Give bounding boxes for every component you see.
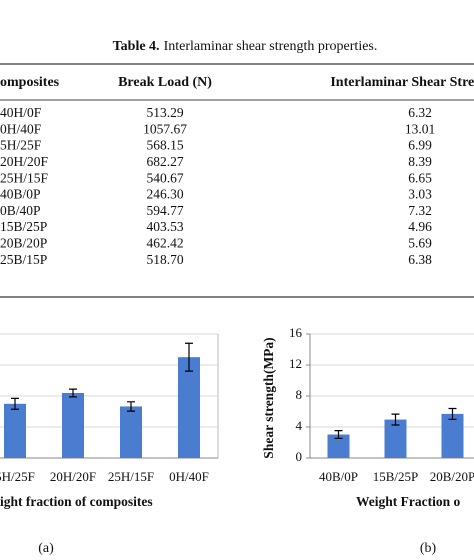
panel-label: (b) — [420, 541, 437, 556]
table-cell: 0H/40F — [0, 121, 42, 136]
table-cell: 6.99 — [408, 138, 432, 153]
table-cell: 403.53 — [146, 219, 183, 234]
bar — [120, 406, 142, 458]
table-cell: 513.29 — [146, 105, 183, 120]
table-header: Break Load (N) — [118, 75, 212, 90]
x-tick-label: 5H/25F — [0, 469, 35, 484]
y-axis-title: Shear strength(MPa) — [261, 337, 276, 458]
x-tick-label: 20B/20P — [430, 469, 474, 484]
table-cell: 40H/0F — [0, 105, 42, 120]
bar — [327, 434, 350, 458]
bar — [62, 392, 84, 458]
table-cell: 4.96 — [408, 219, 432, 234]
table-cell: 682.27 — [146, 154, 183, 169]
table-cell: 5.69 — [408, 235, 432, 250]
error-bar — [127, 401, 135, 412]
table-cell: 462.42 — [146, 235, 183, 250]
y-tick-label: 4 — [296, 418, 303, 433]
table-cell: 594.77 — [146, 203, 183, 218]
table-cell: 246.30 — [146, 187, 183, 202]
error-bar — [11, 397, 19, 410]
table-caption: Table 4. Interlaminar shear strength prop… — [113, 39, 378, 54]
table-cell: 568.15 — [146, 138, 183, 153]
error-bar — [334, 430, 343, 439]
table-cell: 15B/25P — [0, 219, 47, 234]
table-cell: 20H/20F — [0, 154, 49, 169]
x-axis-title: ight fraction of composites — [0, 494, 153, 509]
x-tick-label: 0H/40F — [169, 469, 209, 484]
table-cell: 8.39 — [408, 154, 432, 169]
table-cell: 1057.67 — [143, 121, 187, 136]
table-header: Interlaminar Shear Strength ( — [330, 75, 474, 90]
table-cell: 25B/15P — [0, 252, 47, 267]
x-tick-label: 40B/0P — [319, 469, 358, 484]
x-axis-title: Weight Fraction o — [356, 494, 460, 509]
table-cell: 25H/15F — [0, 170, 49, 185]
bar — [384, 419, 407, 458]
error-bar — [69, 388, 77, 398]
table-cell: 0B/40P — [0, 203, 41, 218]
y-tick-label: 0 — [296, 449, 303, 464]
x-tick-label: 15B/25P — [373, 469, 419, 484]
error-bar — [391, 413, 400, 426]
table-header: omposites — [0, 75, 60, 90]
table-cell: 6.32 — [408, 105, 432, 120]
error-bar — [185, 342, 193, 372]
bar — [178, 357, 200, 458]
table-label: Table 4. — [113, 39, 160, 54]
table-cell: 40B/0P — [0, 187, 41, 202]
bar — [4, 403, 26, 458]
y-tick-label: 16 — [289, 325, 303, 340]
table-cell: 6.65 — [408, 170, 432, 185]
x-tick-label: 25H/15F — [108, 469, 154, 484]
table-cell: 518.70 — [146, 252, 183, 267]
bar — [441, 413, 464, 458]
y-tick-label: 12 — [289, 356, 302, 371]
table-cell: 7.32 — [408, 203, 432, 218]
y-tick-label: 8 — [296, 387, 303, 402]
table-cell: 20B/20P — [0, 235, 47, 250]
table-cell: 540.67 — [146, 170, 183, 185]
table-cell: 3.03 — [408, 187, 432, 202]
panel-label: (a) — [38, 541, 54, 556]
x-tick-label: 20H/20F — [50, 469, 96, 484]
table-cell: 5H/25F — [0, 138, 42, 153]
table-cell: 13.01 — [405, 121, 435, 136]
error-bar — [448, 407, 457, 420]
table-cell: 6.38 — [408, 252, 432, 267]
table-caption-text: Interlaminar shear strength properties. — [164, 39, 378, 54]
